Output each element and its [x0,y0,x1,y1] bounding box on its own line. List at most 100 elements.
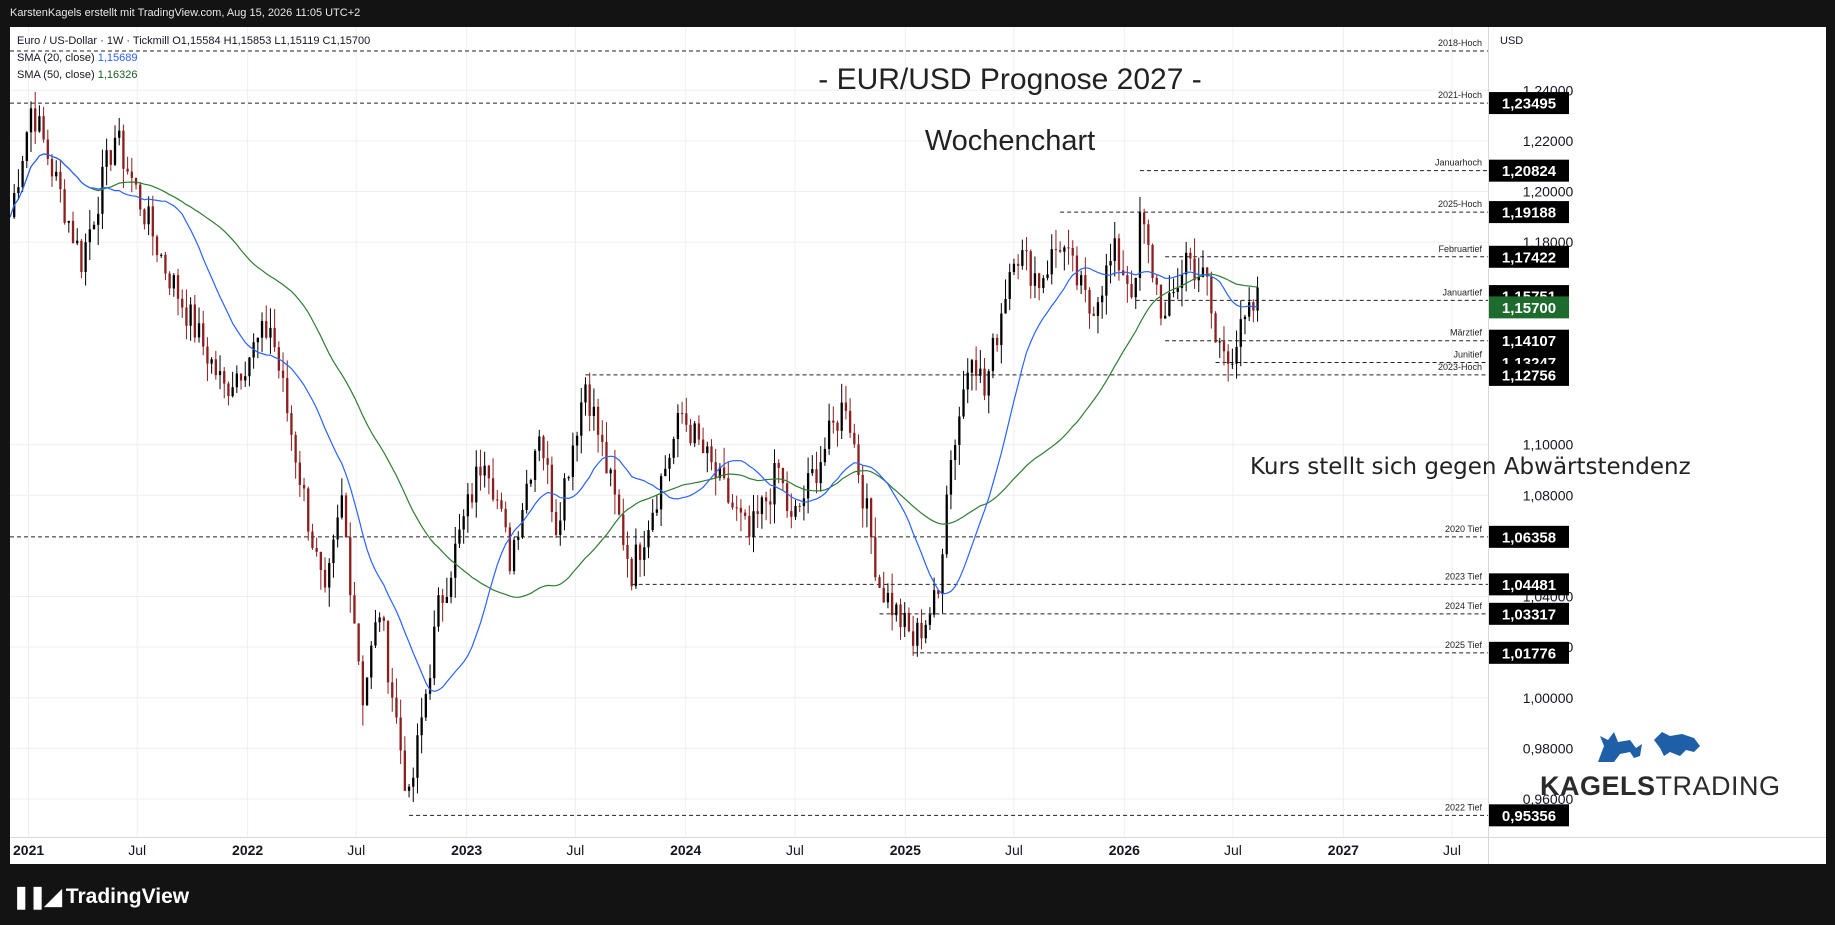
candle-body [265,321,268,338]
candle-body [483,465,486,476]
candle-body [454,543,457,578]
candle-body [815,469,818,484]
chart-frame[interactable]: 2018-Hoch 2021-Hoch Januarhoch 2025-Hoch Feb… [10,27,1826,864]
candle-body [647,530,650,548]
candle-body [932,590,936,615]
candle-body [25,132,28,161]
candle-body [214,359,217,376]
candle-body [848,410,852,433]
candle-body [361,661,365,706]
candle-body [88,229,91,243]
candle-body [1109,260,1112,266]
current-price-box [1489,296,1569,319]
x-tick-label: Jul [786,842,804,858]
candle-body [806,473,810,499]
candle-body [67,220,70,223]
candle-body [1050,249,1053,275]
candle-body [538,436,541,451]
candle-body [953,445,957,460]
candle-body [34,108,37,132]
candle-body [1084,275,1087,291]
candle-body [1071,247,1074,256]
candle-body [995,337,999,346]
candle-body [399,717,402,751]
candle-body [651,512,654,531]
candle-body [672,439,675,458]
candle-body [588,384,591,417]
candle-body [80,240,83,272]
candle-body [286,377,289,414]
price-label: 1,01776 [1502,645,1556,662]
candle-body [315,548,318,552]
candle-body [1067,247,1070,249]
candle-body [924,624,927,639]
x-tick-label: Jul [347,842,365,858]
sma20-line [10,153,1258,693]
legend-symbol: Euro / US-Dollar · 1W · Tickmill [17,35,170,47]
candle-body [504,508,507,528]
price-label-box [1489,329,1569,352]
candle-body [395,697,398,718]
candle-body [1159,284,1163,319]
candle-body [592,406,596,417]
candle-body [1214,313,1217,343]
candle-body [714,462,717,478]
tradingview-logo[interactable]: ❚❚◢ TradingView [12,884,189,910]
candle-body [1227,351,1230,364]
candle-body [1046,274,1049,279]
candle-body [458,529,461,544]
candle-body [416,735,419,778]
candle-body [693,423,696,444]
candle-body [785,483,789,511]
candle-body [987,371,990,396]
candle-body [970,360,974,373]
candle-body [626,544,629,559]
x-tick-label: 2023 [451,842,482,858]
candle-body [1164,315,1167,319]
level-name: Januartief [1442,287,1482,297]
candle-body [1117,238,1121,271]
candle-body [752,511,755,537]
candle-body [1176,288,1179,292]
chart-svg[interactable]: 2018-Hoch 2021-Hoch Januarhoch 2025-Hoch Feb… [10,27,1826,864]
candle-body [840,402,843,431]
candle-body [676,412,680,440]
candle-body [1113,238,1116,261]
attribution-bar: KarstenKagels erstellt mit TradingView.c… [0,0,1835,27]
y-tick-label: 1,08000 [1523,487,1574,503]
candle-body [664,468,667,477]
candle-body [794,505,797,517]
candle-body [1004,298,1007,314]
price-label-box [1489,525,1569,548]
candle-body [886,592,890,603]
attribution-text: KarstenKagels erstellt mit TradingView.c… [10,7,361,19]
candle-body [500,500,503,509]
candle-body [218,371,222,376]
candle-body [1100,295,1104,303]
candle-body [638,544,642,560]
candle-body [168,273,171,289]
candle-body [227,383,230,397]
candle-body [689,424,692,444]
candle-body [391,682,394,698]
legend-sma20-value: 1,15689 [97,52,138,64]
x-tick-label: 2024 [670,842,701,858]
candle-body [1206,267,1209,277]
candle-body [991,337,995,372]
candle-body [890,592,894,616]
candle-body [857,444,860,475]
candle-body [105,150,108,167]
candle-body [357,623,360,662]
price-label: 0,95356 [1502,808,1556,825]
candle-body [756,511,759,514]
candle-body [928,614,932,625]
brand-name-light: TRADING [1655,771,1781,801]
price-label-box [1489,641,1569,664]
candle-body [122,130,125,169]
legend-sma50-label: SMA (50, close) [17,69,95,81]
legend-sma20-label: SMA (20, close) [17,52,95,64]
candle-body [1130,283,1133,298]
candle-body [370,645,373,678]
candle-body [701,439,705,454]
candle-body [790,510,793,517]
